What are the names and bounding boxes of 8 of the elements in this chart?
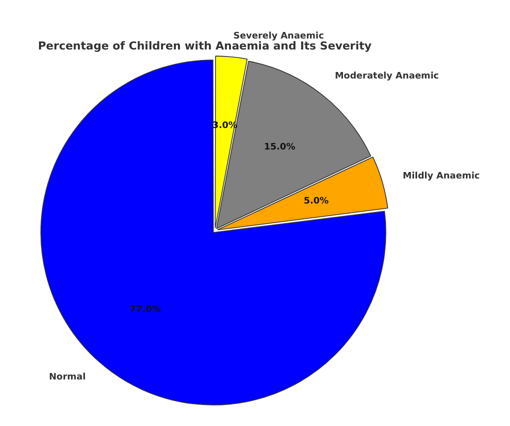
slice-label: Normal (49, 372, 86, 383)
text: Percentage of Children with Anaemia and Its Severity (38, 39, 372, 52)
slice-label: Mildly Anaemic (402, 171, 480, 182)
data-label: 15.0% (264, 142, 296, 153)
data-label: 5.0% (304, 196, 329, 207)
slice-label: Severely Anaemic (233, 31, 324, 42)
data-label: 77.0% (130, 305, 161, 316)
slice-label: Moderately Anaemic (334, 71, 439, 82)
